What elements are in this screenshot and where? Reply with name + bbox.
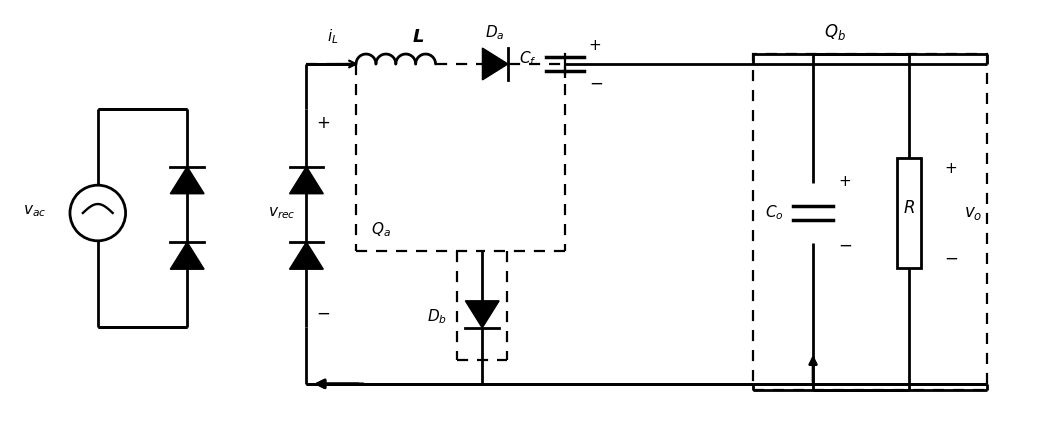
Text: +: +: [945, 161, 957, 176]
Text: +: +: [589, 38, 601, 52]
Bar: [898, 158, 922, 268]
Polygon shape: [483, 48, 508, 80]
Text: $C_f$: $C_f$: [519, 49, 537, 69]
Text: $-$: $-$: [589, 74, 603, 92]
Polygon shape: [290, 167, 323, 194]
Text: $\bfit{L}$: $\bfit{L}$: [412, 28, 424, 46]
Bar: [754, 54, 987, 390]
Text: $D_b$: $D_b$: [428, 307, 447, 326]
Polygon shape: [290, 242, 323, 269]
Polygon shape: [170, 242, 204, 269]
Text: $R$: $R$: [903, 199, 916, 217]
Text: $-$: $-$: [945, 249, 958, 266]
Text: $v_{rec}$: $v_{rec}$: [268, 205, 296, 221]
Polygon shape: [170, 167, 204, 194]
Polygon shape: [465, 301, 499, 328]
Text: $-$: $-$: [317, 303, 330, 321]
Text: $D_a$: $D_a$: [486, 23, 504, 42]
Text: $C_o$: $C_o$: [765, 203, 784, 222]
Text: $Q_a$: $Q_a$: [371, 220, 390, 239]
Text: $Q_b$: $Q_b$: [824, 22, 846, 42]
Text: +: +: [317, 114, 330, 132]
Text: $-$: $-$: [838, 236, 852, 254]
Text: $i_L$: $i_L$: [327, 27, 338, 46]
Text: +: +: [838, 174, 851, 189]
Text: $v_{ac}$: $v_{ac}$: [23, 203, 46, 219]
Text: $v_o$: $v_o$: [964, 204, 983, 222]
